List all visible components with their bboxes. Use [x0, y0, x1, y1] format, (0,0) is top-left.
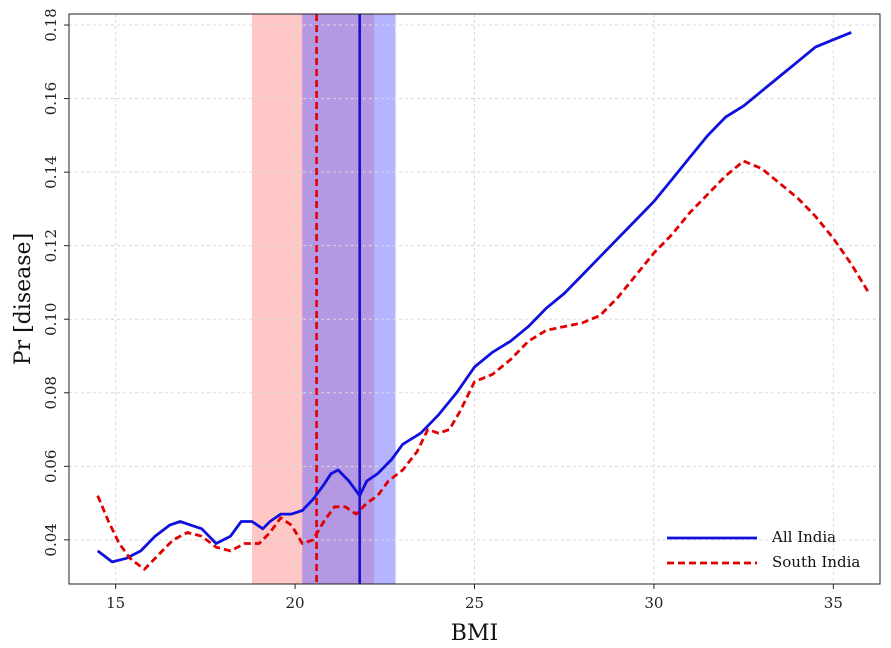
legend-label-1: South India [772, 553, 860, 571]
x-tick-label: 15 [106, 594, 125, 612]
grid [69, 14, 880, 584]
legend-label-0: All India [771, 528, 836, 546]
y-tick-label: 0.08 [42, 376, 60, 409]
y-axis-label: Pr [disease] [11, 233, 36, 365]
series-line-1 [96, 159, 871, 571]
x-tick-label: 30 [644, 594, 663, 612]
y-tick-label: 0.14 [42, 155, 60, 188]
y-tick-label: 0.16 [42, 82, 60, 115]
y-tick-label: 0.04 [42, 523, 60, 556]
y-tick-label: 0.18 [42, 8, 60, 41]
axis-ticks: 15 20 25 30 35 0.04 0.06 0.08 0.10 0.12 0.14 0.16 0.… [42, 8, 843, 612]
reference-lines [315, 14, 361, 584]
x-tick-label: 25 [465, 594, 484, 612]
x-tick-label: 35 [824, 594, 843, 612]
series-line-0 [96, 31, 852, 564]
series-lines [96, 31, 871, 571]
y-tick-label: 0.06 [42, 450, 60, 483]
x-tick-label: 20 [286, 594, 305, 612]
y-tick-label: 0.12 [42, 229, 60, 262]
legend: All India South India [667, 528, 860, 571]
x-axis-label: BMI [451, 621, 498, 646]
y-tick-label: 0.10 [42, 303, 60, 336]
